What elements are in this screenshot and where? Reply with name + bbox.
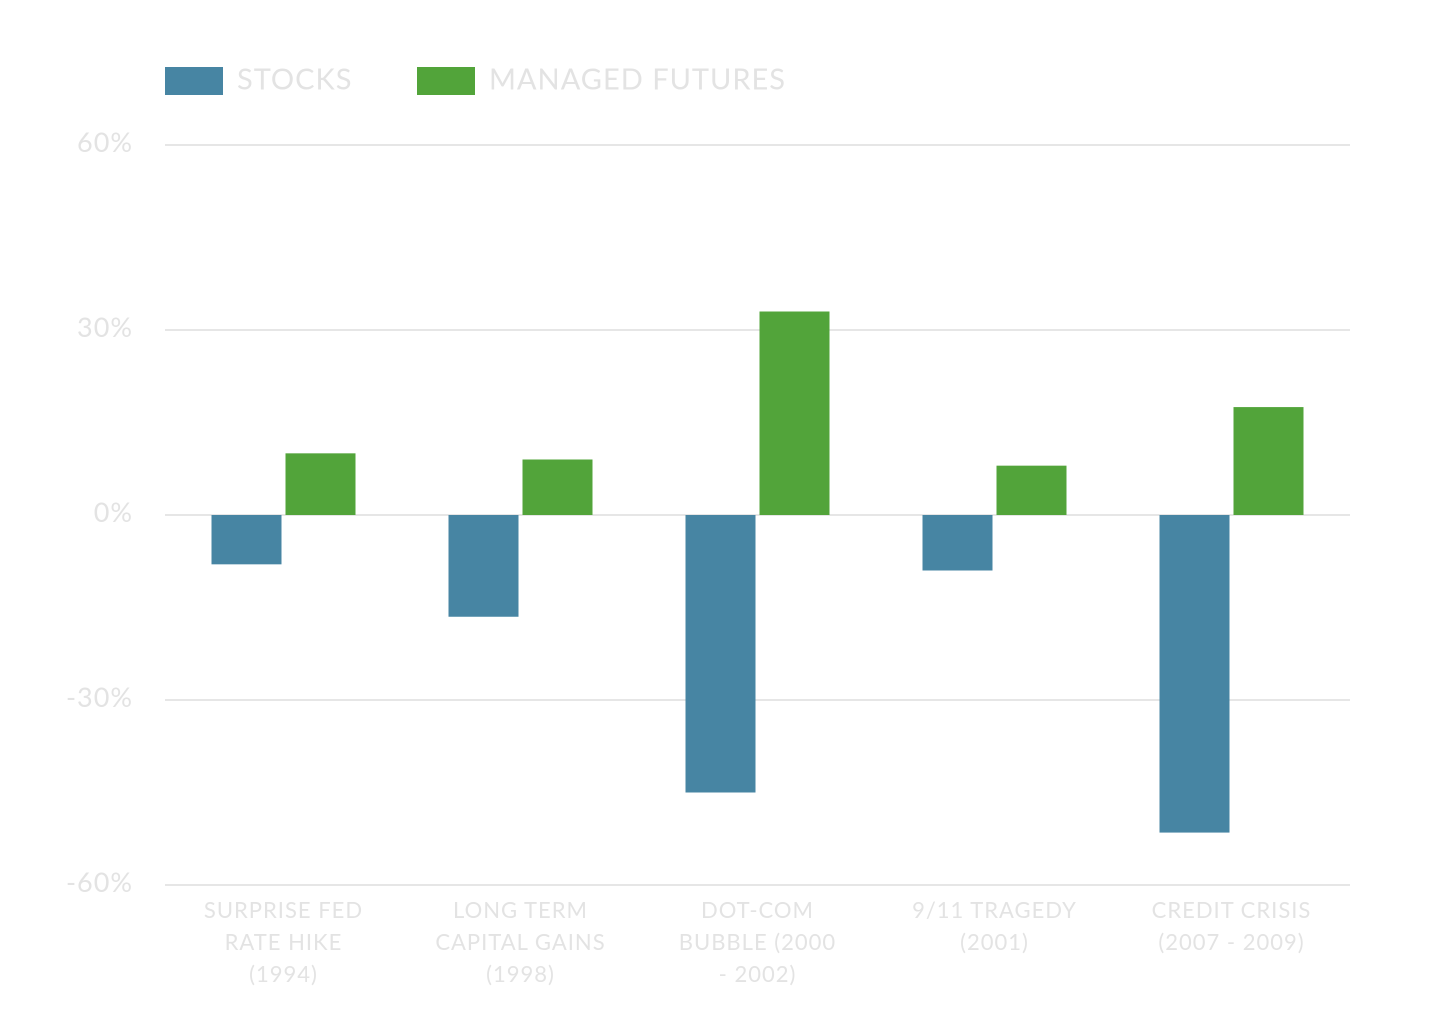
legend-swatch [417, 67, 475, 95]
x-tick-label: CREDIT CRISIS (2007 - 2009) [1152, 896, 1312, 955]
y-tick-label: 0% [94, 495, 133, 528]
x-tick-label: LONG TERM CAPITAL GAINS (1998) [435, 896, 605, 987]
y-tick-label: 60% [77, 125, 133, 158]
bar [759, 311, 830, 515]
bar [285, 453, 356, 515]
y-tick-label: -60% [66, 865, 133, 898]
bar [685, 515, 756, 793]
bar [1233, 407, 1304, 515]
legend-swatch [165, 67, 223, 95]
bar [522, 459, 593, 515]
legend-label: STOCKS [237, 61, 352, 96]
bar [922, 515, 993, 571]
y-tick-label: 30% [77, 310, 133, 343]
bar [996, 465, 1067, 515]
x-tick-label: SURPRISE FED RATE HIKE (1994) [204, 896, 363, 987]
x-tick-label: 9/11 TRAGEDY (2001) [912, 896, 1077, 955]
legend-label: MANAGED FUTURES [489, 61, 786, 96]
bar [211, 515, 282, 565]
x-tick-label: DOT-COM BUBBLE (2000- 2002) [679, 896, 836, 987]
bar [448, 515, 519, 617]
y-tick-label: -30% [66, 680, 133, 713]
bar [1159, 515, 1230, 833]
